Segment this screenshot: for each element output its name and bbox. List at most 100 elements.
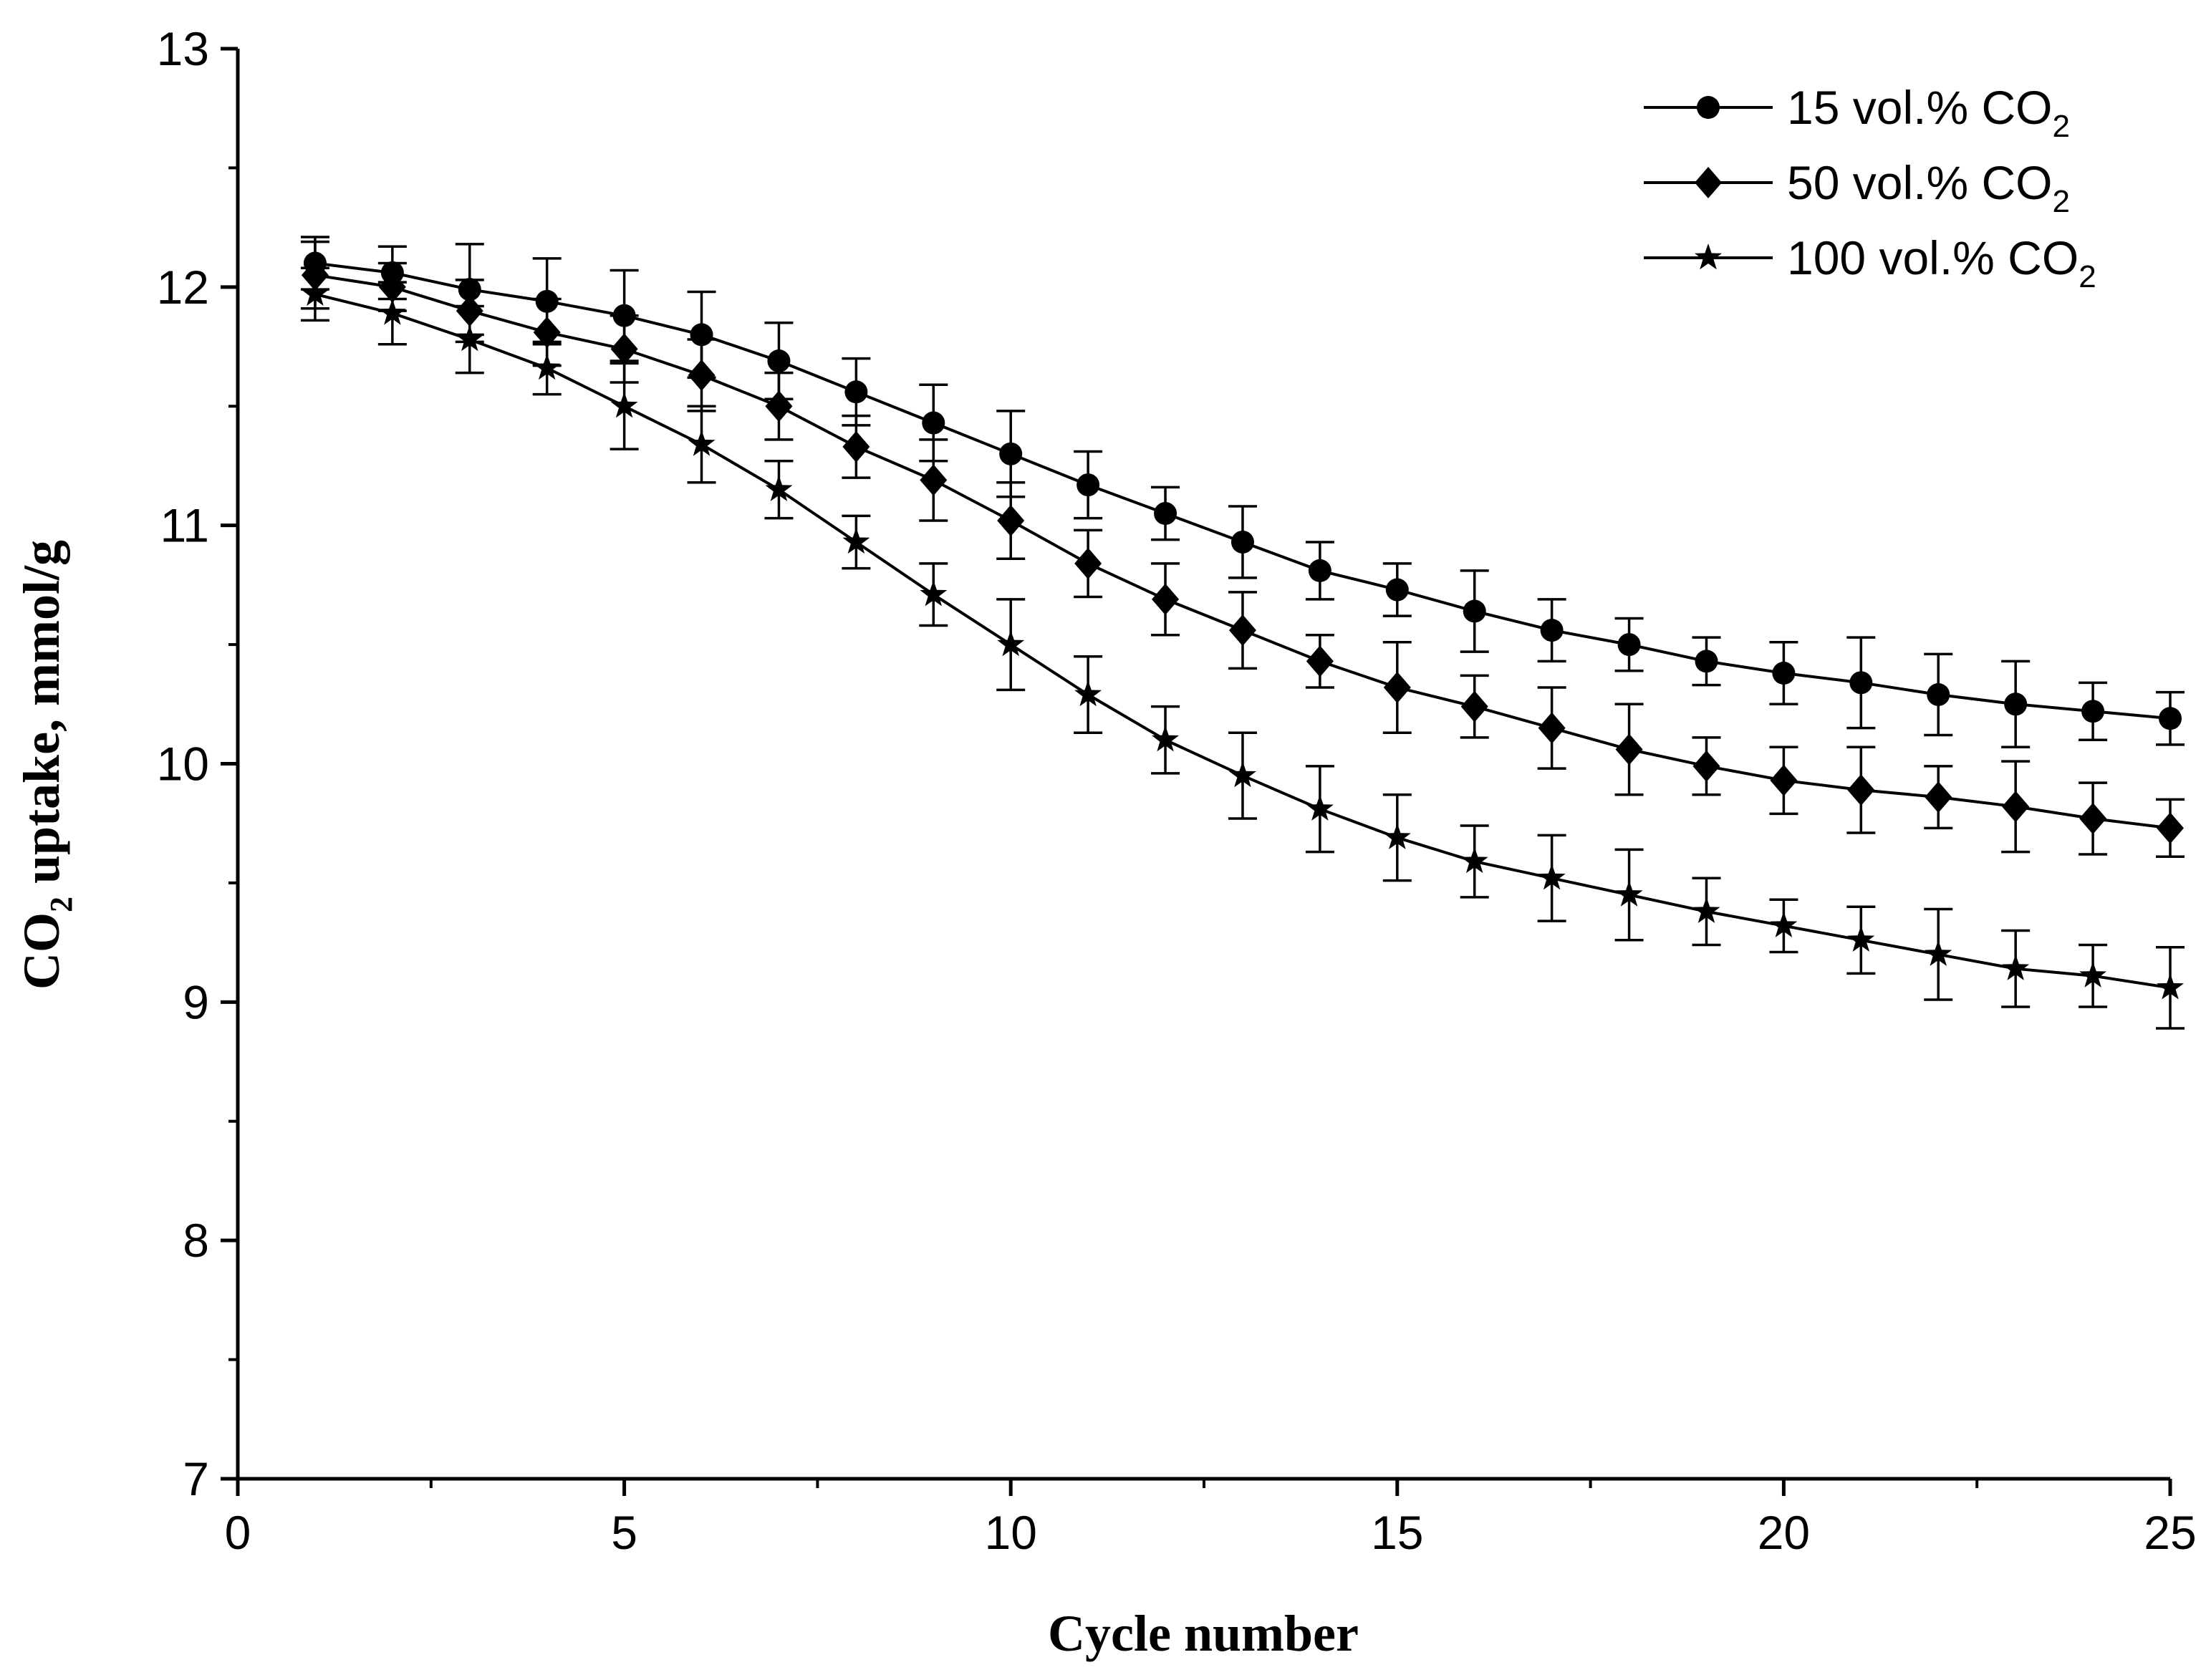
data-point-diamond bbox=[1152, 583, 1180, 615]
data-point-star bbox=[920, 580, 948, 607]
data-point-diamond bbox=[456, 295, 483, 327]
data-point-circle bbox=[2004, 692, 2028, 716]
series-markers bbox=[301, 251, 2184, 1000]
data-point-circle bbox=[922, 411, 945, 435]
data-point-star bbox=[2002, 954, 2030, 980]
y-axis-title-main: CO bbox=[13, 912, 70, 990]
data-point-star bbox=[1847, 925, 1875, 952]
data-point-circle bbox=[458, 278, 481, 301]
data-point-diamond bbox=[1847, 774, 1875, 806]
y-tick-label: 7 bbox=[183, 1452, 209, 1505]
data-point-diamond bbox=[1538, 712, 1566, 744]
data-point-star bbox=[1460, 847, 1488, 874]
legend-label: 50 vol.% CO2 bbox=[1787, 156, 2070, 219]
data-point-star bbox=[2079, 961, 2107, 988]
legend-label-sub: 2 bbox=[2052, 184, 2069, 219]
legend-label-main: 50 vol.% CO bbox=[1787, 156, 2052, 209]
legend-label-sub: 2 bbox=[2079, 259, 2096, 294]
data-point-diamond bbox=[920, 464, 948, 496]
legend-marker-circle bbox=[1697, 96, 1720, 119]
data-point-star bbox=[456, 325, 483, 352]
data-point-circle bbox=[1230, 530, 1254, 554]
data-point-circle bbox=[1617, 633, 1641, 657]
data-point-diamond bbox=[301, 259, 329, 291]
data-point-diamond bbox=[2002, 791, 2030, 823]
y-axis-title-sub: 2 bbox=[44, 897, 79, 912]
x-tick-label: 15 bbox=[1371, 1506, 1423, 1559]
y-tick-label: 13 bbox=[157, 22, 209, 75]
data-point-star bbox=[688, 430, 716, 456]
data-point-diamond bbox=[2079, 803, 2107, 835]
data-point-diamond bbox=[378, 271, 406, 303]
data-point-circle bbox=[1695, 650, 1718, 673]
data-point-circle bbox=[1385, 578, 1409, 602]
data-point-star bbox=[301, 279, 329, 306]
data-point-circle bbox=[1540, 619, 1564, 642]
legend-label-main: 15 vol.% CO bbox=[1787, 81, 2052, 134]
data-point-diamond bbox=[997, 505, 1025, 537]
y-tick-label: 12 bbox=[157, 261, 209, 314]
data-point-circle bbox=[1463, 599, 1486, 623]
y-axis-title-rest: uptake, mmol/g bbox=[13, 540, 70, 897]
data-point-diamond bbox=[1460, 690, 1488, 723]
y-tick-label: 8 bbox=[183, 1214, 209, 1267]
legend-label: 15 vol.% CO2 bbox=[1787, 81, 2070, 144]
data-point-star bbox=[1228, 761, 1256, 788]
x-tick-label: 25 bbox=[2144, 1506, 2196, 1559]
data-point-star bbox=[2157, 973, 2184, 1000]
data-point-diamond bbox=[1074, 547, 1102, 579]
data-point-diamond bbox=[1925, 781, 1952, 814]
data-point-star bbox=[1152, 725, 1180, 752]
data-point-diamond bbox=[1306, 645, 1334, 677]
data-point-circle bbox=[1927, 682, 1950, 706]
data-point-circle bbox=[1154, 502, 1177, 526]
data-point-star bbox=[765, 475, 793, 501]
data-point-star bbox=[1615, 880, 1643, 907]
data-point-circle bbox=[1772, 662, 1796, 685]
data-point-star bbox=[533, 354, 561, 380]
data-point-star bbox=[1925, 940, 1952, 966]
x-tick-label: 0 bbox=[225, 1506, 251, 1559]
data-point-star bbox=[1074, 680, 1102, 707]
data-point-star bbox=[1770, 911, 1798, 937]
data-point-circle bbox=[1308, 559, 1331, 582]
data-point-circle bbox=[690, 323, 713, 347]
data-point-diamond bbox=[1770, 764, 1798, 796]
x-tick-label: 20 bbox=[1758, 1506, 1810, 1559]
x-axis-title: Cycle number bbox=[1048, 1605, 1359, 1662]
data-point-star bbox=[1538, 864, 1566, 890]
y-tick-label: 11 bbox=[160, 499, 209, 552]
y-axis-title: CO2 uptake, mmol/g bbox=[13, 540, 79, 990]
legend-marker-diamond bbox=[1695, 167, 1722, 198]
data-point-diamond bbox=[2157, 812, 2184, 844]
x-tick-label: 10 bbox=[984, 1506, 1036, 1559]
data-point-star bbox=[1692, 897, 1720, 923]
y-tick-label: 10 bbox=[157, 738, 209, 791]
legend-marker-star bbox=[1695, 243, 1722, 270]
legend-label-sub: 2 bbox=[2052, 109, 2069, 144]
data-point-diamond bbox=[765, 390, 793, 423]
data-point-circle bbox=[2159, 707, 2182, 730]
y-tick-label: 9 bbox=[183, 975, 209, 1028]
data-point-circle bbox=[535, 289, 559, 313]
data-point-diamond bbox=[533, 317, 561, 349]
data-point-star bbox=[378, 299, 406, 325]
data-point-star bbox=[842, 528, 870, 554]
ticks: 0 5 10 15 20 25 7 8 9 10 11 12 13 bbox=[157, 22, 2197, 1559]
data-point-circle bbox=[2081, 700, 2105, 723]
legend-label-main: 100 vol.% CO bbox=[1787, 231, 2079, 284]
data-point-star bbox=[1383, 823, 1411, 849]
data-point-diamond bbox=[1615, 733, 1643, 766]
data-point-circle bbox=[1849, 671, 1873, 695]
data-point-diamond bbox=[610, 333, 638, 365]
data-point-star bbox=[610, 392, 638, 418]
data-point-star bbox=[997, 630, 1025, 657]
x-tick-label: 5 bbox=[611, 1506, 637, 1559]
data-point-circle bbox=[1077, 473, 1100, 497]
data-point-diamond bbox=[842, 430, 870, 463]
data-point-diamond bbox=[1383, 671, 1411, 703]
legend-label: 100 vol.% CO2 bbox=[1787, 231, 2096, 294]
data-point-circle bbox=[612, 304, 636, 327]
